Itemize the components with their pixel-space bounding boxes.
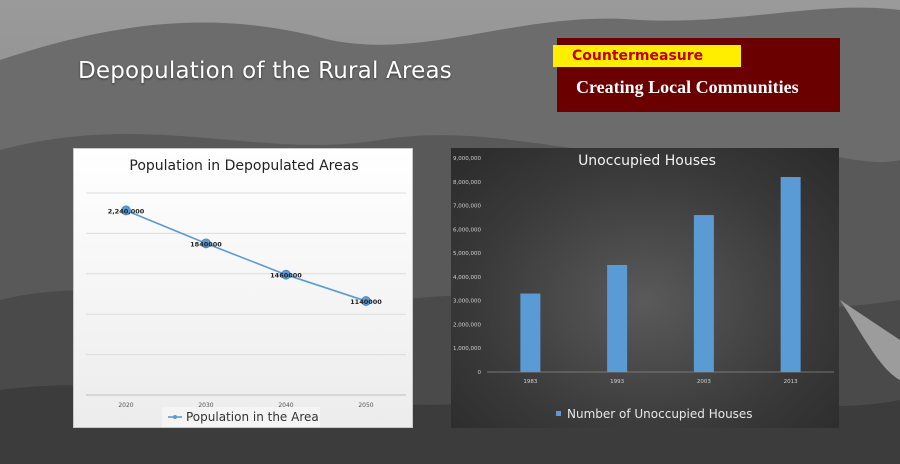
countermeasure-label: Countermeasure xyxy=(553,45,741,67)
legend: Number of Unoccupied Houses xyxy=(556,407,753,421)
bar xyxy=(693,215,714,372)
unoccupied-houses-bar-chart: Unoccupied Houses 0 1,000,000 2,000,000 3,00… xyxy=(451,148,839,428)
countermeasure-text: Creating Local Communities xyxy=(576,77,799,97)
chart-title: Population in Depopulated Areas xyxy=(129,158,358,174)
x-tick-label: 2030 xyxy=(198,402,213,409)
y-tick-label: 0 xyxy=(478,370,482,376)
y-tick-label: 1,000,000 xyxy=(453,346,481,352)
x-tick-label: 2003 xyxy=(697,379,711,385)
chart-title: Unoccupied Houses xyxy=(578,153,716,169)
data-point xyxy=(201,238,211,249)
series-line xyxy=(125,209,367,302)
legend-label: Number of Unoccupied Houses xyxy=(567,407,753,421)
bar xyxy=(520,293,541,372)
slide-title: Depopulation of the Rural Areas xyxy=(78,58,452,84)
y-tick-label: 9,000,000 xyxy=(453,156,481,162)
data-label: 1840000 xyxy=(190,240,222,248)
x-tick-label: 1993 xyxy=(610,379,624,385)
unoccupied-houses-bar-chart-svg: Unoccupied Houses 0 1,000,000 2,000,000 3,00… xyxy=(453,153,834,421)
x-tick-label: 2040 xyxy=(278,402,293,409)
x-tick-label: 1983 xyxy=(523,379,537,385)
data-label: 2,240,000 xyxy=(108,207,145,215)
y-tick-label: 3,000,000 xyxy=(453,299,481,305)
legend-background xyxy=(162,407,320,427)
data-label: 1460000 xyxy=(270,272,302,280)
population-line-chart: Population in Depopulated Areas 2,240,000… xyxy=(73,148,413,428)
bar xyxy=(607,265,628,372)
legend-point-marker xyxy=(173,415,177,419)
data-point xyxy=(281,269,291,280)
y-tick-label: 6,000,000 xyxy=(453,227,481,233)
legend-label: Population in the Area xyxy=(186,410,319,424)
y-tick-label: 7,000,000 xyxy=(453,204,481,210)
data-point xyxy=(121,205,131,216)
y-tick-label: 2,000,000 xyxy=(453,322,481,328)
data-point xyxy=(361,296,371,306)
x-tick-label: 2013 xyxy=(784,379,798,385)
legend: Population in the Area xyxy=(162,407,320,427)
legend-marker xyxy=(556,411,561,416)
y-tick-label: 4,000,000 xyxy=(453,275,481,281)
y-tick-label: 8,000,000 xyxy=(453,180,481,186)
x-tick-label: 2050 xyxy=(358,402,373,409)
data-label: 1140000 xyxy=(350,298,382,306)
bar xyxy=(780,177,801,372)
x-tick-label: 2020 xyxy=(118,402,133,409)
population-line-chart-svg: Population in Depopulated Areas 2,240,000… xyxy=(86,158,406,427)
y-tick-label: 5,000,000 xyxy=(453,251,481,257)
